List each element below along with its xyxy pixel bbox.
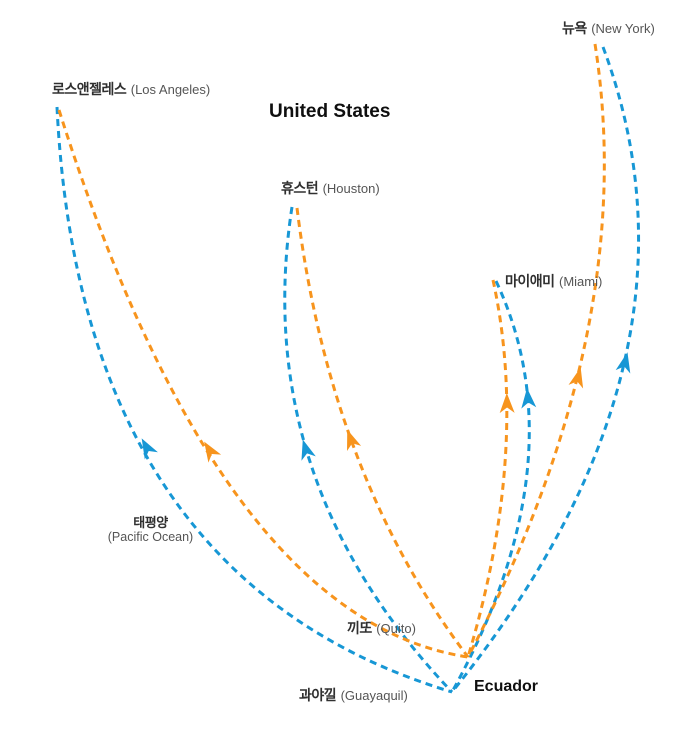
- city-label-houston-korean: 휴스턴: [281, 180, 319, 196]
- route-guayaquil-houston-path: [283, 206, 454, 694]
- city-label-new-york-english: (New York): [591, 21, 655, 36]
- city-label-new-york: 뉴욕 (New York): [562, 20, 655, 37]
- route-quito-miami-path: [466, 279, 509, 658]
- ocean-label-pacific: 태평양 (Pacific Ocean): [93, 515, 208, 545]
- country-label-ecuador: Ecuador: [474, 678, 539, 695]
- arrowhead-guayaquil-newyork-icon: [615, 352, 631, 374]
- arrowhead-quito-houston-icon: [347, 429, 362, 452]
- country-label-united-states: United States: [269, 101, 391, 122]
- city-label-miami-korean: 마이애미: [505, 273, 555, 289]
- city-label-los-angeles: 로스앤젤레스 (Los Angeles): [52, 81, 210, 98]
- city-label-quito-korean: 끼또: [347, 620, 372, 636]
- arrowhead-guayaquil-houston-icon: [301, 439, 316, 461]
- route-quito-losangeles-path: [57, 109, 469, 659]
- ocean-label-pacific-english: (Pacific Ocean): [107, 530, 194, 544]
- city-label-houston-english: (Houston): [322, 181, 380, 196]
- city-label-new-york-korean: 뉴욕: [562, 20, 587, 36]
- city-label-los-angeles-korean: 로스앤젤레스: [52, 81, 127, 97]
- route-guayaquil-newyork-path: [450, 46, 641, 693]
- route-quito-newyork-path: [466, 43, 606, 658]
- city-label-miami: 마이애미 (Miami): [505, 273, 602, 290]
- ocean-label-pacific-korean: 태평양: [133, 515, 168, 530]
- city-label-guayaquil: 과야낄 (Guayaquil): [299, 687, 408, 704]
- city-label-houston: 휴스턴 (Houston): [281, 180, 380, 197]
- city-label-guayaquil-english: (Guayaquil): [340, 688, 408, 703]
- route-guayaquil-losangeles-path: [55, 106, 453, 694]
- arrowhead-guayaquil-miami-icon: [521, 388, 537, 409]
- city-label-guayaquil-korean: 과야낄: [299, 687, 337, 703]
- route-guayaquil-miami-path: [450, 280, 531, 693]
- arrowhead-quito-miami-icon: [499, 393, 515, 414]
- city-label-miami-english: (Miami): [558, 274, 603, 289]
- arrowhead-guayaquil-losangeles-icon: [141, 438, 158, 460]
- city-label-quito-english: (Quito): [376, 621, 416, 636]
- arrowhead-quito-newyork-icon: [568, 367, 584, 389]
- city-label-quito: 끼또 (Quito): [347, 620, 416, 637]
- city-label-los-angeles-english: (Los Angeles): [130, 82, 211, 97]
- route-quito-houston-path: [295, 207, 470, 658]
- arrowhead-quito-losangeles-icon: [204, 441, 222, 463]
